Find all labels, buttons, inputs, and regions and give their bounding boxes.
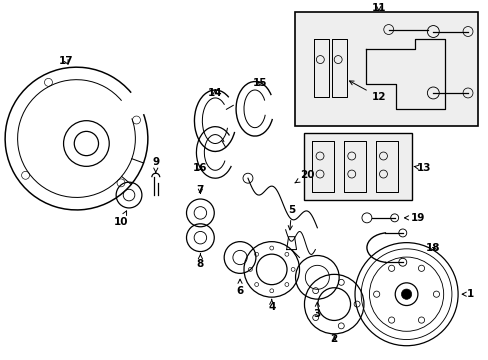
Bar [304, 132, 411, 200]
Text: 9: 9 [152, 157, 159, 173]
Text: 18: 18 [425, 243, 440, 253]
Text: 3: 3 [313, 302, 320, 319]
Text: 15: 15 [252, 78, 266, 88]
Text: 16: 16 [193, 163, 207, 173]
Text: 4: 4 [267, 299, 275, 312]
Text: 6: 6 [236, 279, 243, 296]
Text: 5: 5 [287, 205, 295, 230]
Text: 19: 19 [404, 213, 425, 223]
Circle shape [401, 289, 411, 299]
Text: 14: 14 [207, 88, 222, 98]
Bar [294, 12, 477, 126]
Text: 8: 8 [196, 254, 203, 269]
Text: 13: 13 [413, 163, 431, 173]
Text: 2: 2 [330, 334, 337, 344]
Text: 17: 17 [59, 56, 74, 66]
Text: 7: 7 [196, 185, 203, 195]
Text: 10: 10 [114, 211, 128, 227]
Text: 11: 11 [371, 3, 385, 13]
Text: 1: 1 [461, 289, 473, 299]
Text: 12: 12 [349, 81, 385, 102]
Text: 20: 20 [294, 170, 314, 183]
